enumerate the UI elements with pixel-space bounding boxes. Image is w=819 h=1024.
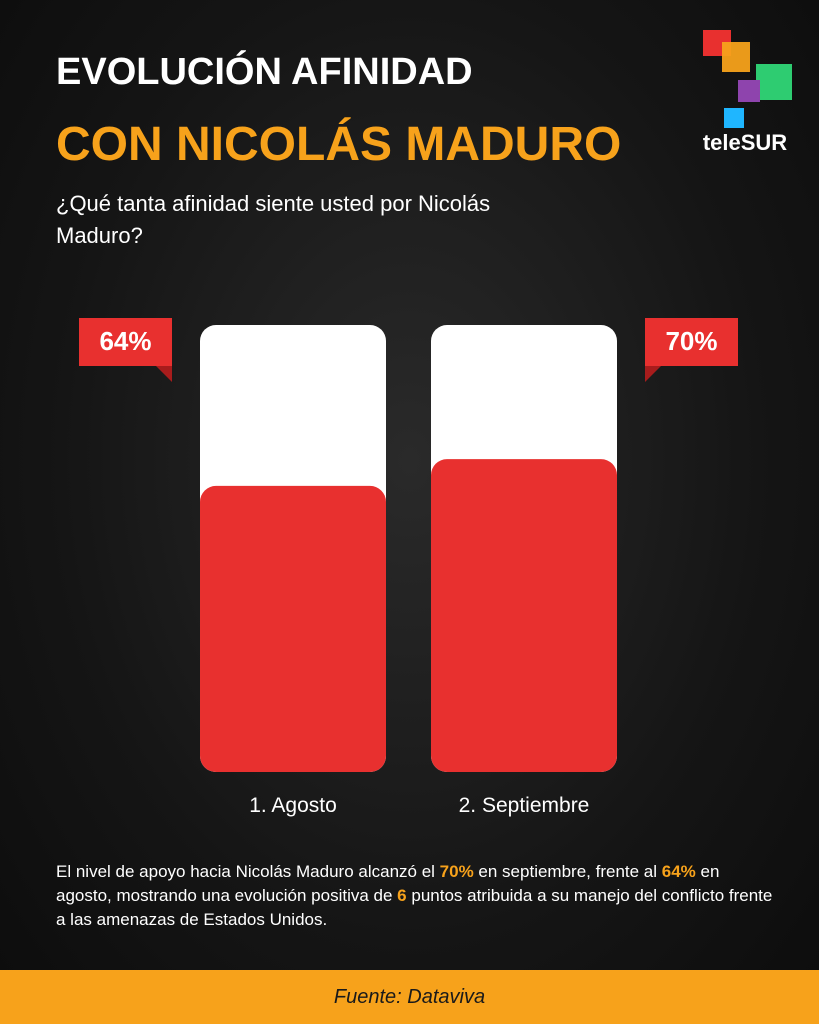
note-text: en septiembre, frente al xyxy=(473,862,662,881)
subtitle-box: ¿Qué tanta afinidad siente usted por Nic… xyxy=(56,191,491,248)
label-box xyxy=(79,318,172,366)
x-tick-label: 1. Agosto xyxy=(249,794,337,817)
value-label: 70% xyxy=(665,326,717,356)
note: El nivel de apoyo hacia Nicolás Maduro a… xyxy=(56,860,776,932)
note-text: en agosto, mostrando una evolución posit… xyxy=(56,862,725,905)
source: Fuente: Dataviva xyxy=(0,970,819,1024)
note-text: El nivel de apoyo hacia Nicolás Maduro a… xyxy=(56,862,440,881)
x-tick-label: 2. Septiembre xyxy=(459,794,590,817)
title-line: CON NICOLÁS MADURO xyxy=(56,117,621,171)
note-highlight: 64% xyxy=(661,862,696,881)
label-tail xyxy=(645,366,661,382)
logo-mark xyxy=(703,30,792,128)
note-text: puntos atribuida a su manejo del conflic… xyxy=(56,886,778,929)
note-highlight: 70% xyxy=(439,862,474,881)
value-label: 64% xyxy=(99,326,151,356)
bar xyxy=(431,459,617,772)
subtitle: ¿Qué tanta afinidad siente usted por Nic… xyxy=(56,191,491,248)
logo-text: teleSUR xyxy=(703,130,787,155)
bar xyxy=(200,485,386,772)
label-box xyxy=(645,318,738,366)
title-line: EVOLUCIÓN AFINIDAD xyxy=(56,49,473,93)
label-tail xyxy=(156,366,172,382)
note-highlight: 6 xyxy=(397,886,407,905)
